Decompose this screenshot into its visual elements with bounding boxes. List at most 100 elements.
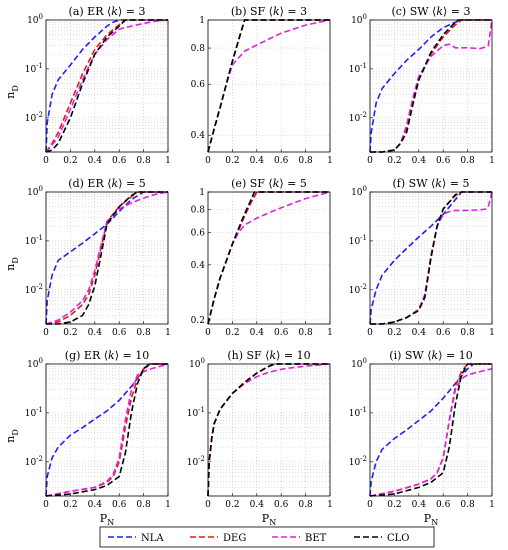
x-tick-label: 0 [43, 500, 49, 510]
x-tick-label: 1 [327, 328, 333, 338]
series-clo-line [207, 191, 330, 325]
axes-box [45, 191, 169, 325]
x-tick-label: 0.8 [460, 328, 475, 338]
x-tick-label: 0 [367, 500, 373, 510]
y-tick-label: 1 [199, 188, 205, 198]
y-tick-label: 0.8 [191, 44, 206, 54]
y-tick-label: 100 [351, 357, 367, 370]
y-tick-label: 100 [27, 357, 43, 370]
y-tick-label: 10-1 [349, 62, 367, 75]
x-tick-label: 0.8 [136, 500, 151, 510]
y-tick-label: 10-1 [187, 406, 205, 419]
x-tick-label: 0.4 [250, 328, 265, 338]
legend-label-bet: BET [305, 533, 327, 544]
x-tick-label: 0 [367, 328, 373, 338]
x-tick-label: 0.4 [412, 156, 427, 166]
panel-title: (b) SF ⟨k⟩ = 3 [231, 5, 307, 18]
series-deg-line [369, 363, 492, 497]
y-tick-label: 10-1 [25, 234, 43, 247]
series-clo-line [207, 363, 330, 497]
grid [207, 191, 331, 324]
y-axis-label: nD [4, 257, 20, 271]
x-tick-label: 1 [489, 500, 495, 510]
y-tick-label: 100 [351, 13, 367, 26]
panel-4: 0 0.2 0.4 0.6 0.8 10.20.40.60.81(e) SF ⟨k⟩ = … [191, 177, 333, 338]
x-tick-label: 0.8 [298, 328, 313, 338]
y-tick-label: 10-1 [349, 234, 367, 247]
x-tick-label: 0.2 [63, 328, 77, 338]
x-tick-label: 0.8 [460, 156, 475, 166]
series-nla-line [45, 191, 168, 325]
series-bet-line [45, 191, 169, 325]
x-axis-label: PN [424, 512, 438, 527]
panel-title: (g) ER ⟨k⟩ = 10 [65, 349, 149, 362]
panel-6: 0 0.2 0.4 0.6 0.8 1 10-2 10-1 100 (g) ER ⟨k⟩ = 10… [4, 349, 171, 527]
series-deg-line [370, 19, 492, 153]
legend-box [99, 526, 435, 548]
y-tick-label: 100 [27, 185, 43, 198]
panel-title: (h) SF ⟨k⟩ = 10 [227, 349, 310, 362]
y-tick-label: 10-2 [349, 111, 367, 124]
x-tick-label: 0 [205, 500, 211, 510]
series-deg-line [370, 191, 492, 325]
panel-title: (f) SW ⟨k⟩ = 5 [393, 177, 470, 190]
series-nla-line [369, 191, 492, 325]
x-tick-label: 1 [165, 328, 171, 338]
y-tick-label: 0.8 [191, 206, 206, 216]
panel-7: 0 0.2 0.4 0.6 0.8 1 10-2 10-1 100 (h) SF ⟨k⟩ = 10… [187, 349, 333, 527]
y-tick-label: 100 [189, 357, 205, 370]
grid [45, 364, 169, 497]
x-tick-label: 0.4 [88, 328, 103, 338]
x-tick-label: 0.2 [387, 500, 401, 510]
x-tick-label: 0.8 [136, 156, 151, 166]
x-tick-label: 0.6 [274, 156, 289, 166]
axes-box [207, 363, 331, 497]
y-tick-label: 0.2 [191, 316, 205, 326]
x-tick-label: 1 [165, 500, 171, 510]
panel-3: 0 0.2 0.4 0.6 0.8 1 10-2 10-1 100 (d) ER ⟨k⟩ = 5 n… [4, 177, 171, 338]
x-tick-label: 0.2 [63, 500, 77, 510]
x-tick-label: 1 [327, 156, 333, 166]
series-nla-line [207, 363, 330, 497]
y-tick-label: 10-2 [25, 283, 43, 296]
panel-8: 0 0.2 0.4 0.6 0.8 1 10-2 10-1 100 (i) SW ⟨k⟩ = 10… [349, 349, 495, 527]
y-tick-label: 10-2 [187, 455, 205, 468]
y-tick-label: 0.4 [191, 131, 206, 141]
y-axis-label: nD [4, 429, 20, 443]
x-tick-label: 1 [327, 500, 333, 510]
y-tick-label: 100 [27, 13, 43, 26]
x-tick-label: 0.6 [436, 156, 451, 166]
panel-title: (a) ER ⟨k⟩ = 3 [69, 5, 146, 18]
y-tick-label: 100 [351, 185, 367, 198]
x-tick-label: 0.4 [412, 500, 427, 510]
y-tick-label: 0.4 [191, 261, 206, 271]
series-clo-line [207, 19, 330, 153]
series-clo-line [45, 363, 168, 497]
series-deg-line [45, 191, 168, 325]
x-tick-label: 0 [205, 328, 211, 338]
panel-1: 0 0.2 0.4 0.6 0.8 1 0.4 0.6 0.8 1 (b) SF ⟨k⟩ = 3 [191, 5, 333, 166]
legend-label-clo: CLO [387, 533, 410, 544]
x-tick-label: 0.2 [387, 328, 401, 338]
x-tick-label: 0.4 [88, 500, 103, 510]
grid [45, 192, 169, 325]
x-tick-label: 0 [367, 156, 373, 166]
x-tick-label: 0.4 [250, 500, 265, 510]
y-axis-label: nD [4, 85, 20, 99]
grid [369, 20, 493, 153]
series-deg-line [207, 363, 330, 497]
y-tick-label: 1 [199, 16, 205, 26]
x-tick-label: 0.8 [460, 500, 475, 510]
panel-5: 0 0.2 0.4 0.6 0.8 1 10-2 10-1 100 (f) SW ⟨k⟩ = 5 [349, 177, 495, 338]
x-tick-label: 0.2 [387, 156, 401, 166]
panel-title: (e) SF ⟨k⟩ = 5 [231, 177, 307, 190]
x-tick-label: 0 [43, 156, 49, 166]
series-clo-line [369, 363, 492, 497]
x-tick-label: 0.2 [63, 156, 77, 166]
axes-box [45, 363, 169, 497]
series-bet-line [207, 191, 331, 325]
x-tick-label: 0.6 [112, 328, 127, 338]
x-tick-label: 0.6 [112, 500, 127, 510]
x-tick-label: 0.6 [436, 500, 451, 510]
